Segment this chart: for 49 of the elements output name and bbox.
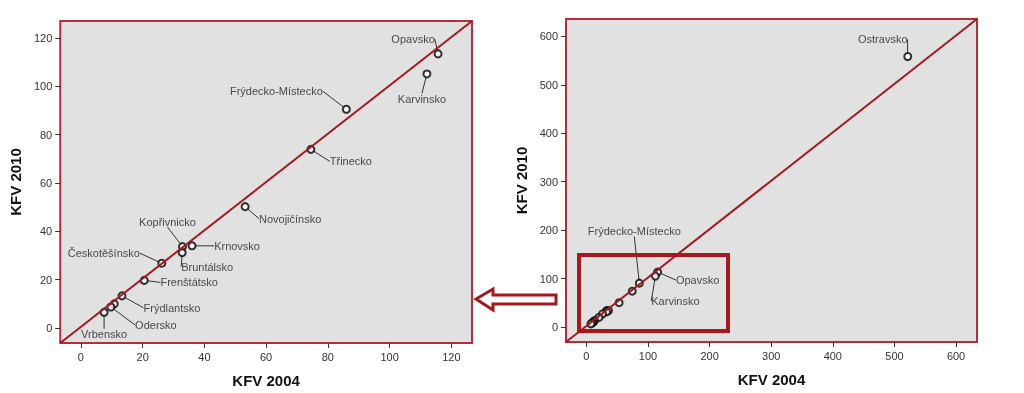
x-tick-label: 80 xyxy=(321,350,334,363)
data-label: Frenštátsko xyxy=(160,276,218,289)
y-tick-label: 100 xyxy=(33,80,53,93)
x-axis-title: KFV 2004 xyxy=(232,372,301,389)
data-label: Bruntálsko xyxy=(181,260,234,273)
y-tick-label: 60 xyxy=(40,176,53,189)
x-tick-label: 200 xyxy=(700,349,719,362)
y-tick-label: 500 xyxy=(539,78,558,91)
data-label: Vrbensko xyxy=(81,328,128,341)
y-tick-label: 80 xyxy=(40,128,53,141)
x-tick-label: 100 xyxy=(638,349,658,362)
data-label: Českotěšínsko xyxy=(67,247,140,260)
x-tick-label: 0 xyxy=(583,349,590,362)
x-tick-label: 20 xyxy=(136,350,149,363)
x-tick-label: 600 xyxy=(946,349,966,362)
y-tick-label: 400 xyxy=(539,127,558,140)
x-tick-label: 100 xyxy=(380,350,399,363)
data-label: Frýdlantsko xyxy=(143,301,201,314)
x-tick-label: 300 xyxy=(762,349,781,362)
data-label: Karvinsko xyxy=(651,295,700,308)
y-axis-title: KFV 2010 xyxy=(512,146,530,215)
data-label: Karvinsko xyxy=(397,92,447,105)
data-label: Třinecko xyxy=(329,155,372,168)
y-tick-label: 120 xyxy=(33,31,53,44)
y-tick-label: 200 xyxy=(539,224,558,237)
data-label: Opavsko xyxy=(675,274,720,287)
y-tick-label: 100 xyxy=(539,272,558,285)
x-axis-title: KFV 2004 xyxy=(737,371,806,388)
data-label: Frýdecko-Místecko xyxy=(587,225,681,238)
y-tick-label: 20 xyxy=(40,273,53,286)
y-tick-label: 40 xyxy=(40,225,53,238)
y-axis-title: KFV 2010 xyxy=(7,148,24,216)
data-label: Novojičínsko xyxy=(258,212,322,225)
y-tick-label: 600 xyxy=(539,30,558,43)
x-tick-label: 400 xyxy=(823,349,842,362)
data-label: Ostravsko xyxy=(857,33,908,46)
data-label: Krnovsko xyxy=(214,239,260,252)
x-tick-label: 40 xyxy=(198,350,211,363)
data-label: Frýdecko-Místecko xyxy=(229,85,323,98)
x-tick-label: 500 xyxy=(885,349,904,362)
x-tick-label: 60 xyxy=(260,350,273,363)
y-tick-label: 0 xyxy=(46,322,53,335)
y-tick-label: 0 xyxy=(551,320,558,333)
y-tick-label: 300 xyxy=(539,175,558,188)
data-label: Odersko xyxy=(135,318,177,331)
data-label: Kopřivnicko xyxy=(139,215,196,228)
x-tick-label: 120 xyxy=(442,350,461,363)
x-tick-label: 0 xyxy=(77,350,84,363)
data-label: Opavsko xyxy=(391,32,435,45)
